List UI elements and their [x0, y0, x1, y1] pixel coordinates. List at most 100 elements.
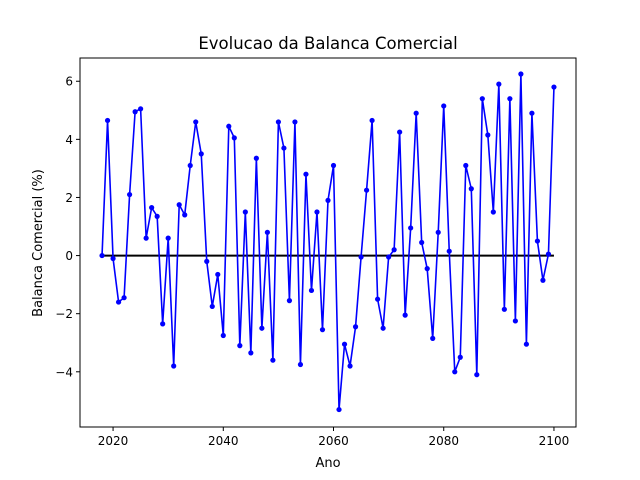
y-tick-label: 0 — [65, 249, 73, 263]
data-point — [435, 229, 441, 235]
data-point — [99, 252, 105, 259]
data-point — [507, 96, 513, 102]
data-point — [204, 258, 210, 264]
data-point — [270, 357, 276, 363]
data-point — [220, 332, 226, 339]
data-point — [314, 209, 320, 215]
data-point — [358, 254, 364, 260]
data-point — [419, 239, 425, 246]
data-point — [115, 299, 122, 305]
data-point — [182, 212, 188, 218]
data-point — [363, 187, 370, 193]
data-point — [132, 109, 138, 115]
x-tick-label: 2060 — [318, 434, 349, 448]
data-point — [104, 117, 111, 124]
data-point — [237, 343, 243, 349]
data-point — [397, 129, 403, 135]
data-point — [512, 318, 518, 324]
data-point — [198, 151, 204, 157]
data-point — [325, 197, 331, 203]
x-tick-label: 2100 — [539, 434, 570, 448]
data-point — [149, 205, 155, 211]
data-point — [474, 372, 480, 378]
data-point — [479, 96, 485, 102]
data-point — [259, 325, 265, 331]
data-point — [319, 327, 326, 333]
data-point — [446, 248, 452, 254]
data-point — [490, 209, 496, 215]
data-point — [275, 119, 281, 125]
y-tick-label: −2 — [55, 307, 73, 321]
data-point — [424, 266, 430, 272]
data-point — [468, 186, 474, 192]
data-point — [143, 235, 149, 241]
plot-area: 2020 2040 2060 2080 2100 −4 −2 0 2 4 6 — [55, 57, 577, 448]
data-point — [264, 229, 270, 235]
data-point — [352, 324, 359, 330]
data-point — [248, 350, 254, 356]
data-point — [501, 306, 507, 312]
data-point — [534, 238, 541, 244]
y-tick-label: 6 — [65, 75, 73, 89]
data-point — [297, 361, 304, 368]
data-point — [154, 213, 160, 219]
data-point — [551, 84, 557, 90]
data-point — [231, 135, 237, 141]
data-point — [540, 277, 546, 283]
data-point — [452, 369, 458, 375]
x-tick-label: 2040 — [208, 434, 239, 448]
data-point — [529, 110, 535, 116]
data-point — [127, 191, 133, 198]
data-point — [430, 335, 436, 341]
data-point — [138, 106, 144, 112]
data-point — [375, 296, 381, 302]
data-point — [545, 251, 552, 257]
y-axis-label: Balanca Comercial (%) — [31, 169, 46, 317]
data-point — [193, 119, 199, 125]
data-point — [380, 325, 386, 331]
data-point — [303, 171, 309, 177]
data-point — [347, 363, 353, 369]
data-point — [215, 271, 221, 278]
data-point — [226, 123, 232, 129]
data-point — [369, 117, 375, 124]
data-point — [330, 162, 337, 169]
data-point — [308, 287, 315, 294]
data-point — [242, 209, 248, 215]
axes-frame — [79, 57, 577, 428]
data-point — [413, 110, 419, 116]
y-tick-label: −4 — [55, 365, 73, 379]
x-tick-label: 2080 — [428, 434, 459, 448]
x-axis-label: Ano — [315, 456, 340, 471]
data-point — [165, 235, 171, 241]
data-point — [209, 303, 215, 310]
y-tick-label: 2 — [65, 191, 73, 205]
data-point — [187, 162, 193, 169]
data-point — [457, 354, 463, 360]
data-point — [485, 132, 491, 138]
data-point — [408, 225, 414, 231]
chart-title: Evolucao da Balanca Comercial — [198, 34, 457, 53]
data-point — [286, 298, 293, 304]
data-point — [121, 295, 127, 301]
data-point — [463, 162, 469, 169]
y-tick-label: 4 — [65, 133, 73, 147]
data-point — [160, 321, 166, 327]
data-point — [253, 155, 259, 161]
data-point — [176, 202, 182, 208]
x-tick-label: 2020 — [98, 434, 129, 448]
data-point — [386, 254, 392, 260]
data-point — [336, 406, 342, 413]
data-point — [391, 247, 397, 253]
data-point — [518, 71, 524, 77]
data-point — [171, 363, 177, 369]
data-point — [110, 255, 116, 262]
data-point — [281, 145, 287, 151]
data-point — [402, 312, 408, 318]
data-point — [496, 81, 502, 87]
data-point — [523, 341, 530, 347]
data-point — [341, 341, 348, 347]
